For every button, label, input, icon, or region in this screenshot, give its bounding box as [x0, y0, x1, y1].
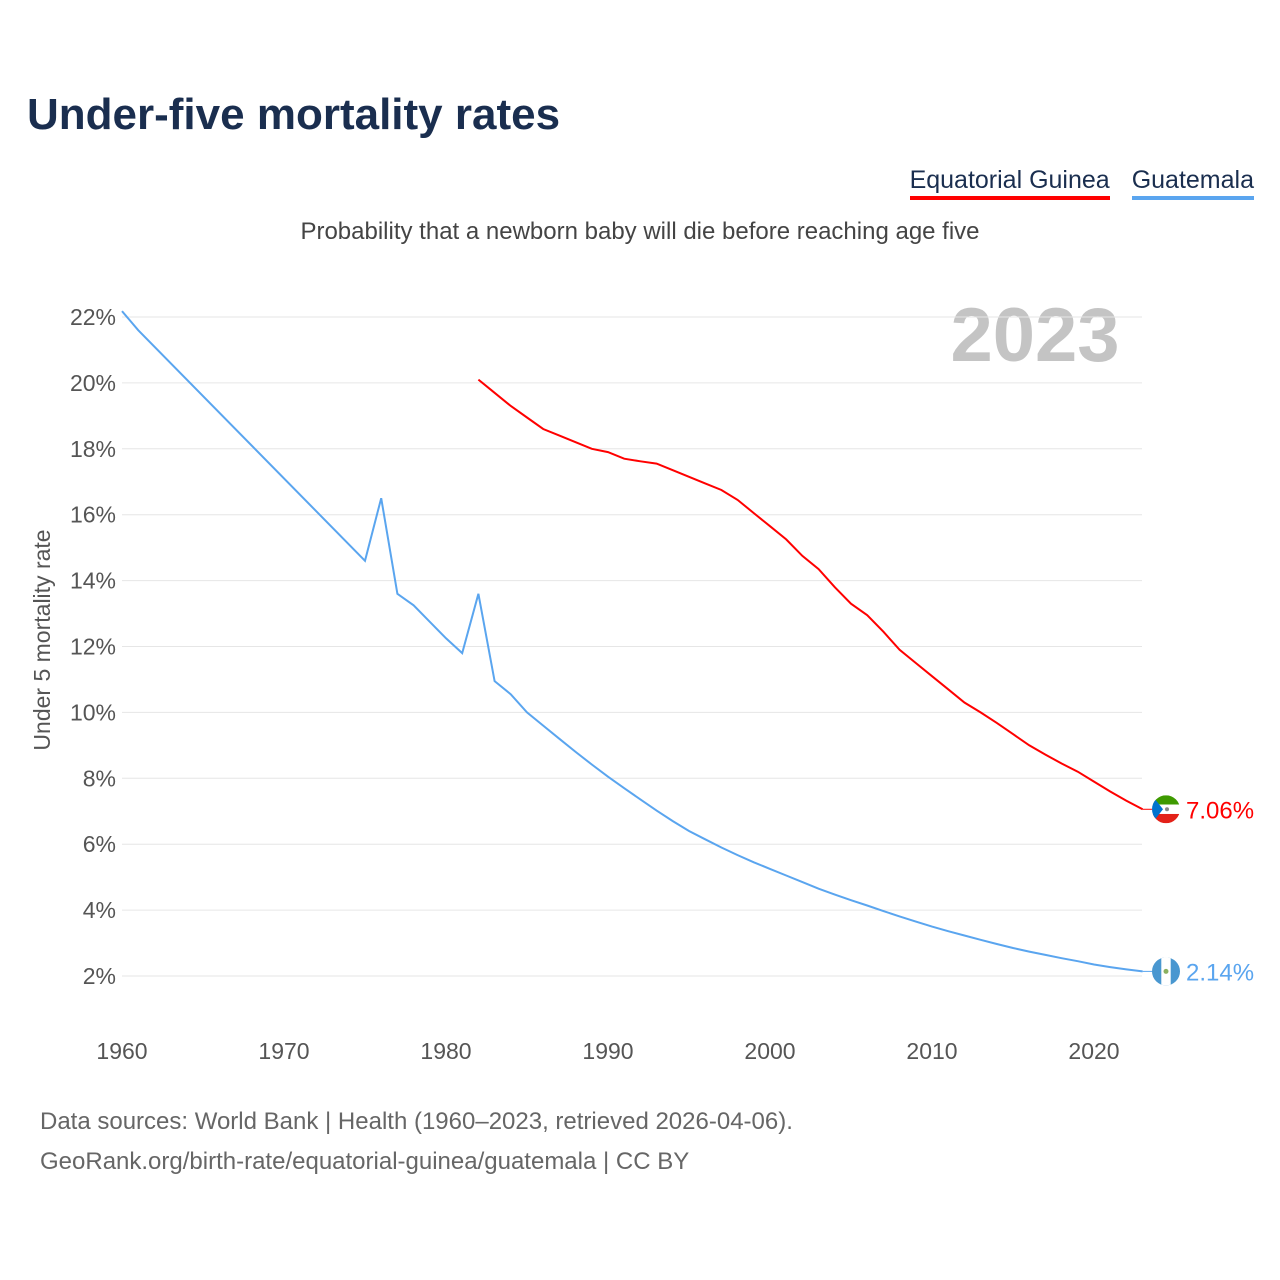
x-tick-label: 2010: [906, 1038, 957, 1064]
legend-equatorial-guinea[interactable]: Equatorial Guinea: [909, 166, 1110, 200]
legend: Equatorial Guinea Guatemala: [909, 166, 1254, 200]
chart-title: Under-five mortality rates: [27, 90, 561, 139]
end-value-label: 2.14%: [1186, 959, 1254, 986]
end-value-label: 7.06%: [1186, 797, 1254, 824]
x-tick-label: 2000: [744, 1038, 795, 1064]
source-line-1: Data sources: World Bank | Health (1960–…: [40, 1108, 793, 1135]
x-tick-label: 1960: [96, 1038, 147, 1064]
x-tick-label: 1970: [258, 1038, 309, 1064]
legend-guatemala[interactable]: Guatemala: [1131, 166, 1254, 200]
y-tick-label: 18%: [70, 436, 116, 462]
y-tick-label: 8%: [83, 765, 116, 791]
series-line-equatorial-guinea: [477, 378, 1144, 811]
y-tick-label: 10%: [70, 699, 116, 725]
equatorial-guinea-flag-icon: [1152, 795, 1180, 824]
y-tick-label: 20%: [70, 370, 116, 396]
y-tick-label: 14%: [70, 568, 116, 594]
source-line-2[interactable]: GeoRank.org/birth-rate/equatorial-guinea…: [40, 1148, 690, 1175]
guatemala-flag-icon: [1152, 957, 1180, 986]
y-tick-label: 12%: [70, 634, 116, 660]
y-axis-label: Under 5 mortality rate: [29, 529, 55, 750]
x-tick-label: 1980: [420, 1038, 471, 1064]
y-tick-label: 4%: [83, 897, 116, 923]
x-tick-label: 2020: [1068, 1038, 1119, 1064]
x-tick-label: 1990: [582, 1038, 633, 1064]
y-tick-label: 16%: [70, 502, 116, 528]
y-tick-label: 6%: [83, 831, 116, 857]
series-line-guatemala: [121, 310, 1143, 973]
year-watermark: 2023: [950, 293, 1119, 378]
chart-subtitle: Probability that a newborn baby will die…: [300, 218, 980, 245]
y-tick-label: 22%: [70, 304, 116, 330]
y-tick-label: 2%: [83, 963, 116, 989]
